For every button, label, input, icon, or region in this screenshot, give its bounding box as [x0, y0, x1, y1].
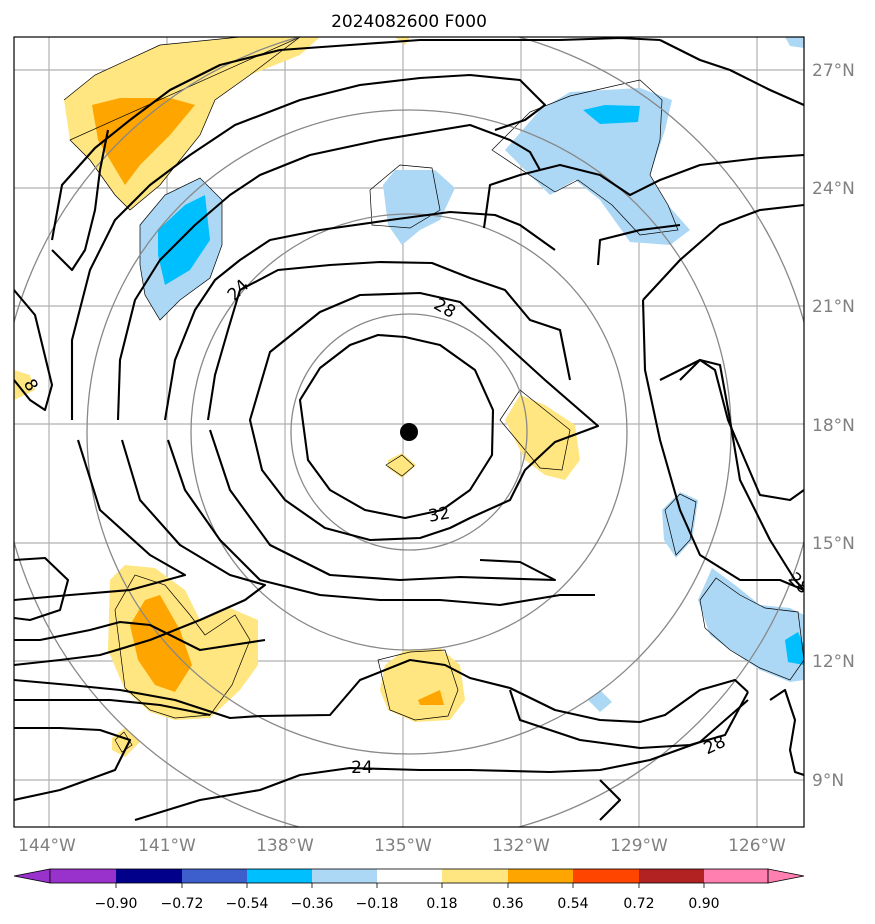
contour-east-high: [482, 153, 804, 266]
contour-20: [50, 37, 661, 241]
contour-label-28-east: 28: [784, 569, 813, 598]
positive-anomaly-south: [380, 648, 465, 722]
lat-label-18n: 18°N: [812, 416, 855, 436]
strong-negative-se: [785, 632, 804, 665]
contour-sw-1: [14, 620, 749, 724]
colorbar-tick-label: 0.72: [623, 896, 654, 912]
negative-anomaly-ne-edge: [785, 37, 804, 48]
range-ring-2: [190, 213, 628, 651]
contour-top-right: [659, 39, 804, 106]
lon-label-138w: 138°W: [256, 836, 314, 856]
negative-anomaly-ne: [505, 88, 690, 245]
contour-30: [248, 291, 600, 542]
strong-negative-nw: [158, 195, 210, 285]
positive-anomaly-east: [505, 395, 580, 480]
lat-label-12n: 12°N: [812, 652, 855, 672]
lon-label-135w: 135°W: [374, 836, 432, 856]
map-title: 2024082600 F000: [331, 12, 487, 32]
contour-sw-2: [14, 698, 211, 717]
lat-label-27n: 27°N: [812, 61, 855, 81]
contour-24-outer: [14, 123, 541, 667]
colorbar-tick-label: 0.36: [492, 896, 523, 912]
contour-32-inner: [298, 333, 495, 520]
colorbar-tick-label: −0.18: [356, 896, 399, 912]
map-frame: [13, 36, 805, 828]
lon-label-144w: 144°W: [18, 836, 76, 856]
colorbar-seg-9: [573, 869, 639, 883]
contour-label-24-north: 24: [224, 276, 253, 305]
strong-positive-south: [418, 690, 444, 705]
positive-anomaly-west-edge: [14, 370, 35, 400]
colorbar-tick-label: 0.90: [688, 896, 719, 912]
lat-label-21n: 21°N: [812, 297, 855, 317]
contour-22: [14, 73, 547, 602]
contour-24-south: [134, 699, 749, 822]
colorbar-seg-2: [116, 869, 182, 883]
colorbar-seg-7: [442, 869, 508, 883]
lon-label-129w: 129°W: [610, 836, 668, 856]
colorbar-seg-4: [247, 869, 312, 883]
contour-sw-3: [14, 726, 132, 802]
colorbar-seg-10: [639, 869, 704, 883]
contour-far-south: [599, 779, 622, 821]
contour-west-low: [14, 289, 54, 412]
colorbar-tick-label: 0.54: [557, 896, 588, 912]
contour-20b: [51, 129, 110, 272]
lat-label-9n: 9°N: [812, 771, 844, 791]
shaded-anomaly-fields: [14, 37, 804, 757]
contour-label-24-south: 24: [351, 758, 373, 778]
map-panel: 24 28 32 28 24 28 8: [14, 37, 813, 827]
strong-positive-sw: [130, 595, 192, 692]
colorbar-tick-label: −0.54: [226, 896, 269, 912]
lon-label-141w: 141°W: [138, 836, 196, 856]
strong-negative-ne: [583, 105, 640, 124]
colorbar-seg-8: [508, 869, 573, 883]
contour-28-south: [509, 689, 749, 750]
contour-28: [206, 260, 572, 582]
lon-label-132w: 132°W: [492, 836, 550, 856]
lat-label-24n: 24°N: [812, 179, 855, 199]
negative-anomaly-se: [698, 568, 804, 682]
contour-label-28-north: 28: [430, 295, 459, 323]
colorbar-low-extend: [13, 868, 51, 884]
contour-28-east: [642, 203, 804, 591]
range-ring-1: [290, 313, 528, 551]
colorbar-seg-6: [377, 869, 442, 883]
colorbar-seg-5: [312, 869, 377, 883]
shading-outlines: [63, 37, 804, 753]
colorbar-seg-1: [50, 869, 116, 883]
positive-anomaly-center: [388, 453, 416, 478]
contour-label-32: 32: [427, 503, 452, 526]
colorbar-seg-3: [182, 869, 247, 883]
colorbar: −0.90 −0.72 −0.54 −0.36 −0.18 0.18 0.36 …: [13, 868, 805, 912]
lat-label-15n: 15°N: [812, 534, 855, 554]
contour-east-inner: [679, 358, 804, 502]
contour-26: [163, 210, 595, 607]
storm-center-marker: [400, 423, 418, 441]
negative-anomaly-small: [588, 690, 612, 712]
colorbar-tick-label: −0.72: [161, 896, 204, 912]
colorbar-tick-label: −0.36: [291, 896, 334, 912]
lon-label-126w: 126°W: [728, 836, 786, 856]
negative-anomaly-north: [383, 170, 455, 245]
latitude-labels: 27°N 24°N 21°N 18°N 15°N 12°N 9°N: [812, 61, 855, 791]
colorbar-seg-11: [704, 869, 768, 883]
strong-positive-nw: [92, 98, 195, 185]
contour-lines: [14, 37, 804, 822]
contour-se: [769, 688, 804, 776]
colorbar-high-extend: [767, 868, 805, 884]
colorbar-tick-label: −0.90: [95, 896, 138, 912]
contour-west-box: [14, 556, 70, 622]
contour-east-outer: [641, 299, 804, 591]
colorbar-tick-label: 0.18: [426, 896, 457, 912]
longitude-labels: 144°W 141°W 138°W 135°W 132°W 129°W 126°…: [18, 836, 786, 856]
